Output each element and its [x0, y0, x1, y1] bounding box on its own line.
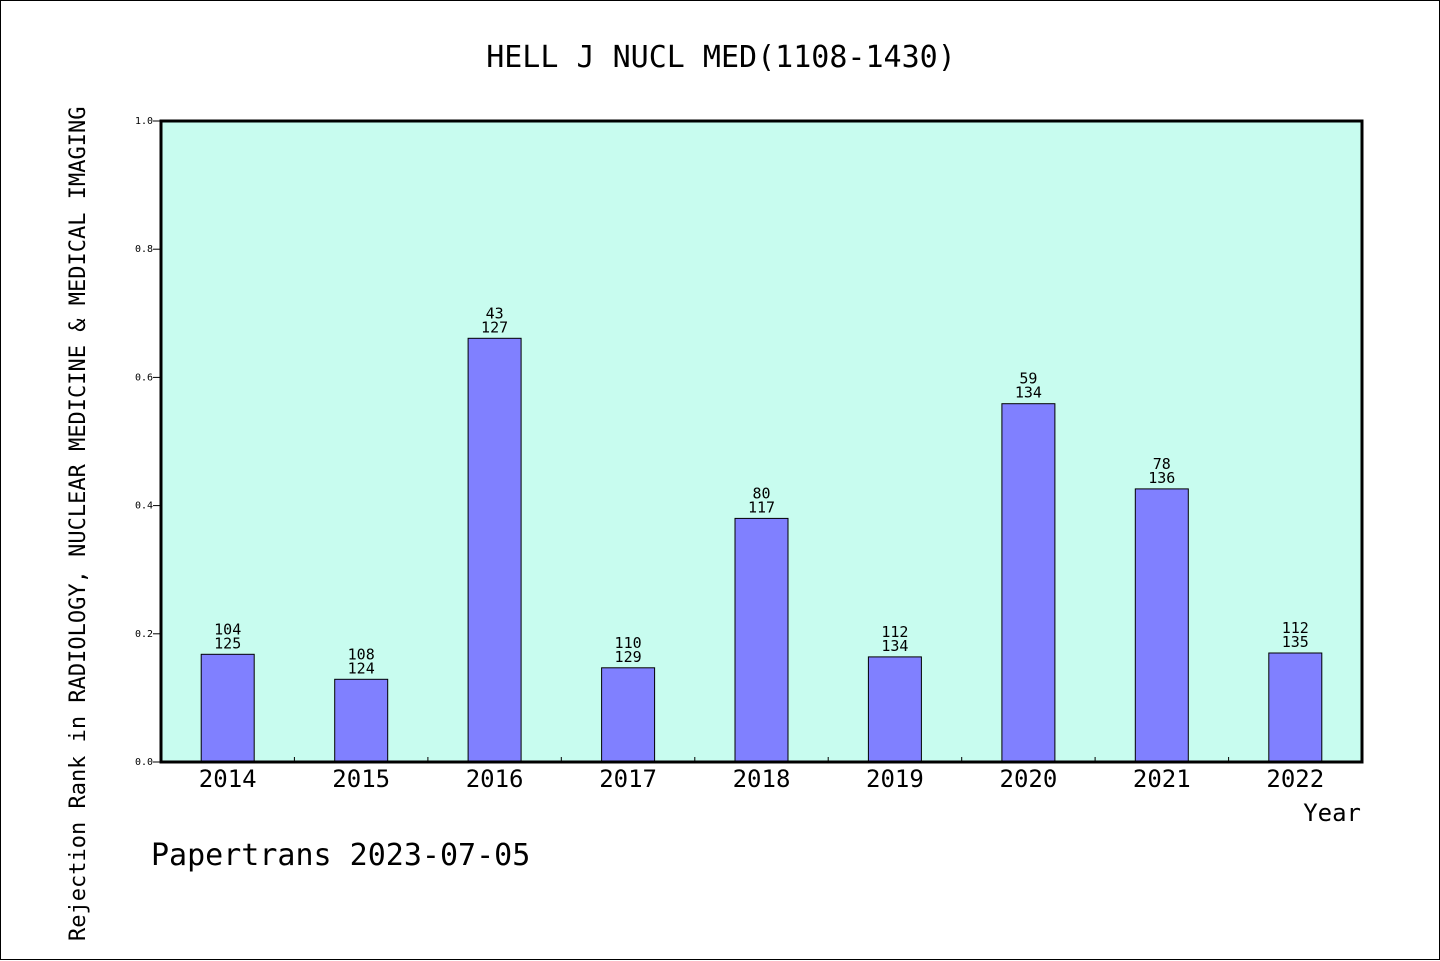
bar-2022	[1268, 652, 1323, 763]
x-tick-label-2017: 2017	[599, 765, 657, 793]
bars-group: 1041251081244312711012980117112134591347…	[200, 304, 1323, 763]
y-tick-label-0.0: 0.0	[135, 757, 153, 768]
data-label-top-2015: 108	[348, 645, 375, 663]
data-label-top-2022: 112	[1282, 619, 1309, 637]
y-axis-label: Rejection Rank in RADIOLOGY, NUCLEAR MED…	[66, 107, 91, 941]
bar-2021	[1134, 488, 1189, 763]
y-tick-label-0.4: 0.4	[135, 501, 153, 512]
data-label-bottom-2016: 127	[481, 318, 508, 336]
data-label-bottom-2019: 134	[881, 637, 908, 655]
data-label-bottom-2021: 136	[1148, 469, 1175, 487]
bar-2014	[200, 653, 255, 763]
bar-2016	[467, 337, 522, 763]
data-label-top-2020: 59	[1019, 370, 1037, 388]
footer-text: Papertrans 2023-07-05	[151, 838, 530, 873]
chart-title: HELL J NUCL MED(1108-1430)	[486, 40, 956, 75]
bar-2018	[734, 517, 789, 763]
data-label-top-2017: 110	[615, 634, 642, 652]
data-label-top-2018: 80	[752, 484, 770, 502]
y-tick-label-1.0: 1.0	[135, 116, 153, 127]
data-label-bottom-2017: 129	[615, 648, 642, 666]
x-tick-label-2021: 2021	[1133, 765, 1191, 793]
data-label-bottom-2018: 117	[748, 498, 775, 516]
data-label-top-2019: 112	[881, 623, 908, 641]
x-tick-label-2014: 2014	[199, 765, 257, 793]
data-label-bottom-2022: 135	[1282, 633, 1309, 651]
data-label-bottom-2020: 134	[1015, 384, 1042, 402]
x-axis-label: Year	[1303, 799, 1361, 827]
x-tick-label-2020: 2020	[1000, 765, 1058, 793]
data-label-bottom-2015: 124	[348, 659, 375, 677]
plot-border	[159, 119, 1364, 764]
x-tick-label-2018: 2018	[733, 765, 791, 793]
x-axis: 2014 2015 2016 2017 2018 2019 2020 2021 2022	[199, 757, 1324, 793]
data-label-top-2016: 43	[486, 304, 504, 322]
y-axis: 0.0 0.2 0.4 0.6 0.8 1.0	[135, 116, 161, 768]
bar-2015	[334, 678, 389, 763]
x-tick-label-2022: 2022	[1266, 765, 1324, 793]
data-label-top-2014: 104	[214, 620, 241, 638]
bar-2019	[867, 656, 922, 763]
y-tick-label-0.8: 0.8	[135, 244, 153, 255]
bar-2017	[601, 667, 656, 763]
bar-2020	[1001, 403, 1056, 763]
data-label-bottom-2014: 125	[214, 634, 241, 652]
y-tick-label-0.2: 0.2	[135, 629, 153, 640]
x-tick-label-2016: 2016	[466, 765, 524, 793]
x-tick-label-2015: 2015	[332, 765, 390, 793]
data-label-top-2021: 78	[1153, 455, 1171, 473]
x-tick-label-2019: 2019	[866, 765, 924, 793]
y-tick-label-0.6: 0.6	[135, 372, 153, 383]
